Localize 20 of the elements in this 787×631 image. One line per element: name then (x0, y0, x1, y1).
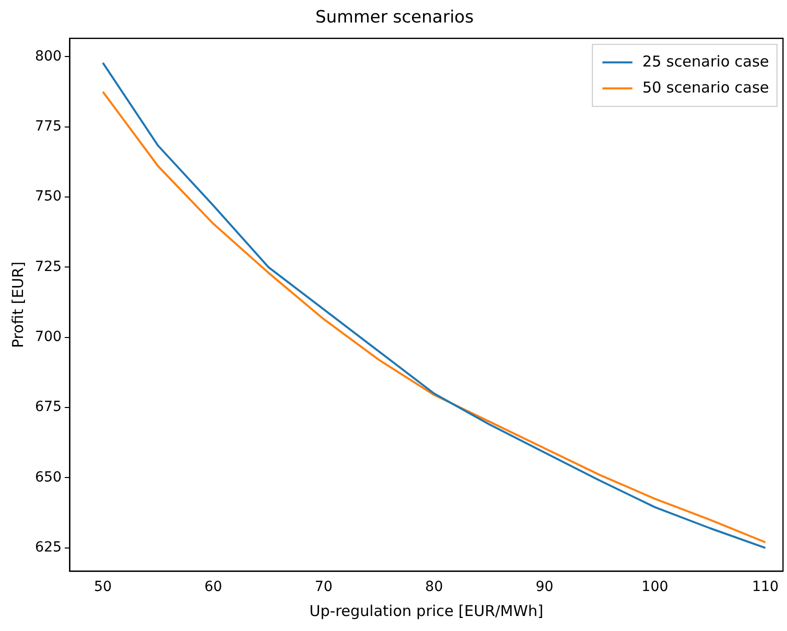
y-tick-label: 650 (34, 469, 62, 486)
x-axis-title: Up-regulation price [EUR/MWh] (309, 602, 544, 620)
y-tick-label: 675 (34, 399, 62, 416)
y-tick-label: 725 (34, 258, 62, 275)
x-tick-label: 90 (536, 579, 554, 596)
x-tick-label: 80 (425, 579, 444, 596)
x-tick-label: 110 (752, 579, 779, 596)
y-tick-label: 775 (34, 118, 62, 134)
y-tick-label: 750 (34, 188, 62, 205)
y-tick-label: 800 (34, 48, 62, 64)
x-tick-label: 70 (314, 579, 333, 596)
legend-label: 50 scenario case (642, 78, 770, 96)
y-axis-title: Profit [EUR] (8, 262, 27, 348)
legend-label: 25 scenario case (642, 52, 770, 70)
chart-title: Summer scenarios (315, 8, 474, 28)
y-tick-label: 625 (34, 540, 62, 556)
x-tick-label: 60 (204, 579, 222, 596)
x-tick-label: 50 (94, 579, 112, 596)
y-tick-label: 700 (34, 329, 62, 346)
x-tick-label: 100 (642, 579, 668, 596)
